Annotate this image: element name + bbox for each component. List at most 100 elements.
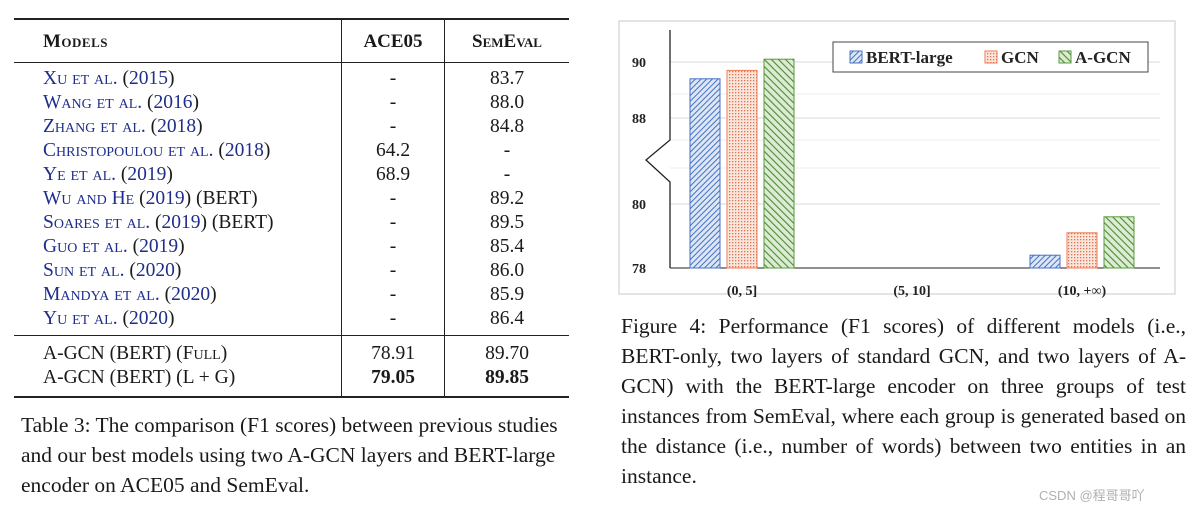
model-cell: Mandya et al. (2020) <box>14 283 342 307</box>
citation-year-link[interactable]: 2019 <box>145 188 185 209</box>
model-cell: Wu and He (2019) (BERT) <box>14 187 342 211</box>
legend-label: A-GCN <box>1075 48 1131 67</box>
legend-label: BERT-large <box>866 48 953 67</box>
paren: ( <box>134 188 146 209</box>
x-tick-label: (0, 5] <box>727 284 757 299</box>
citation-author-link[interactable]: Yu et al. <box>43 308 118 329</box>
bar-gcn-1 <box>726 69 758 269</box>
table-caption: Table 3: The comparison (F1 scores) betw… <box>21 413 558 497</box>
paren: ) <box>192 92 200 113</box>
citation-author-link[interactable]: Zhang et al. <box>43 116 146 137</box>
model-name: A-GCN (BERT) ( <box>43 343 183 364</box>
table-row: Yu et al. (2020) -86.4 <box>14 307 569 336</box>
citation-author-link[interactable]: Soares et al. <box>43 212 151 233</box>
x-tick-label: (5, 10] <box>893 284 930 299</box>
y-axis-line-with-break <box>645 30 671 268</box>
citation-author-link[interactable]: Ye et al. <box>43 164 117 185</box>
ace05-score: - <box>341 235 445 259</box>
paren: ( <box>159 284 172 305</box>
semeval-score: 89.5 <box>444 211 569 235</box>
citation-year-link[interactable]: 2020 <box>135 260 175 281</box>
citation-author-link[interactable]: Christopoulou et al. <box>43 140 214 161</box>
semeval-score: 89.85 <box>444 366 569 398</box>
model-cell: A-GCN (BERT) (L + G) <box>14 366 342 398</box>
citation-author-link[interactable]: Wu and He <box>43 188 135 209</box>
semeval-score: 83.7 <box>444 62 569 91</box>
ace05-score: - <box>341 187 445 211</box>
semeval-score: 86.0 <box>444 259 569 283</box>
y-axis-ticks: 78 80 88 90 <box>632 56 646 277</box>
ace05-score: - <box>341 211 445 235</box>
table-row: Ye et al. (2019) 68.9- <box>14 163 569 187</box>
paren: ) <box>228 367 236 388</box>
ace05-score: 78.91 <box>341 335 445 366</box>
citation-year-link[interactable]: 2020 <box>171 284 211 305</box>
table-header-row: Models ACE05 SemEval <box>14 19 569 63</box>
citation-year-link[interactable]: 2019 <box>139 236 179 257</box>
citation-author-link[interactable]: Xu et al. <box>43 68 118 89</box>
table-row: Christopoulou et al. (2018) 64.2- <box>14 139 569 163</box>
y-tick-label: 78 <box>632 262 646 277</box>
table-row: Zhang et al. (2018) -84.8 <box>14 115 569 139</box>
ace05-score: - <box>341 62 445 91</box>
model-cell: Zhang et al. (2018) <box>14 115 342 139</box>
ace05-score: 64.2 <box>341 139 445 163</box>
y-tick-label: 80 <box>632 198 646 213</box>
model-suffix: (BERT) <box>207 212 274 233</box>
paren: ) <box>263 140 271 161</box>
citation-year-link[interactable]: 2018 <box>224 140 264 161</box>
table-row: Wu and He (2019) (BERT) -89.2 <box>14 187 569 211</box>
y-tick-label: 90 <box>632 56 646 71</box>
model-name: A-GCN (BERT) ( <box>43 367 183 388</box>
citation-author-link[interactable]: Wang et al. <box>43 92 143 113</box>
paren: ) <box>167 68 175 89</box>
model-variant: L + G <box>182 367 229 388</box>
citation-author-link[interactable]: Guo et al. <box>43 236 128 257</box>
watermark: CSDN @程哥哥吖 <box>1039 488 1145 503</box>
model-suffix: (BERT) <box>191 188 258 209</box>
semeval-score: 89.2 <box>444 187 569 211</box>
table-row: Wang et al. (2016) -88.0 <box>14 91 569 115</box>
figure-caption: Figure 4: Performance (F1 scores) of dif… <box>621 314 1186 488</box>
citation-year-link[interactable]: 2018 <box>157 116 197 137</box>
results-table: Models ACE05 SemEval Xu et al. (2015) -83… <box>14 18 569 398</box>
ace05-score: 79.05 <box>341 366 445 398</box>
ace05-score: 68.9 <box>341 163 445 187</box>
y-tick-label: 88 <box>632 112 646 127</box>
semeval-score: 85.9 <box>444 283 569 307</box>
citation-author-link[interactable]: Sun et al. <box>43 260 125 281</box>
table-row: Soares et al. (2019) (BERT) -89.5 <box>14 211 569 235</box>
table-row: Sun et al. (2020) -86.0 <box>14 259 569 283</box>
previous-results: Xu et al. (2015) -83.7 Wang et al. (2016) -… <box>14 62 569 336</box>
legend-swatch <box>1058 50 1072 64</box>
ace05-score: - <box>341 307 445 336</box>
our-results: A-GCN (BERT) (Full) 78.91 89.70 A-GCN (BERT… <box>14 335 569 398</box>
legend-swatch <box>849 50 863 64</box>
citation-year-link[interactable]: 2019 <box>161 212 201 233</box>
semeval-score: 89.70 <box>444 335 569 366</box>
paren: ) <box>166 164 173 185</box>
paren: ( <box>124 260 136 281</box>
paren: ) <box>184 188 192 209</box>
table-row: Guo et al. (2019) -85.4 <box>14 235 569 259</box>
header-semeval: SemEval <box>444 19 569 63</box>
citation-year-link[interactable]: 2019 <box>127 164 167 185</box>
bar-gcn-3 <box>1066 232 1098 269</box>
model-cell: Christopoulou et al. (2018) <box>14 139 342 163</box>
semeval-score: - <box>444 139 569 163</box>
bar-bert-large-3 <box>1029 254 1061 269</box>
citation-year-link[interactable]: 2020 <box>128 308 168 329</box>
bar-a-gcn-1 <box>763 58 795 269</box>
paren: ) <box>167 308 175 329</box>
citation-year-link[interactable]: 2016 <box>153 92 193 113</box>
ace05-score: - <box>341 115 445 139</box>
header-models: Models <box>43 31 109 52</box>
table-row: Xu et al. (2015) -83.7 <box>14 62 569 91</box>
legend-swatch <box>984 50 998 64</box>
results-table-panel: Models ACE05 SemEval Xu et al. (2015) -83… <box>14 18 584 398</box>
citation-year-link[interactable]: 2015 <box>128 68 168 89</box>
citation-author-link[interactable]: Mandya et al. <box>43 284 160 305</box>
ace05-score: - <box>341 259 445 283</box>
paren: ( <box>142 92 154 113</box>
paren: ( <box>117 308 129 329</box>
